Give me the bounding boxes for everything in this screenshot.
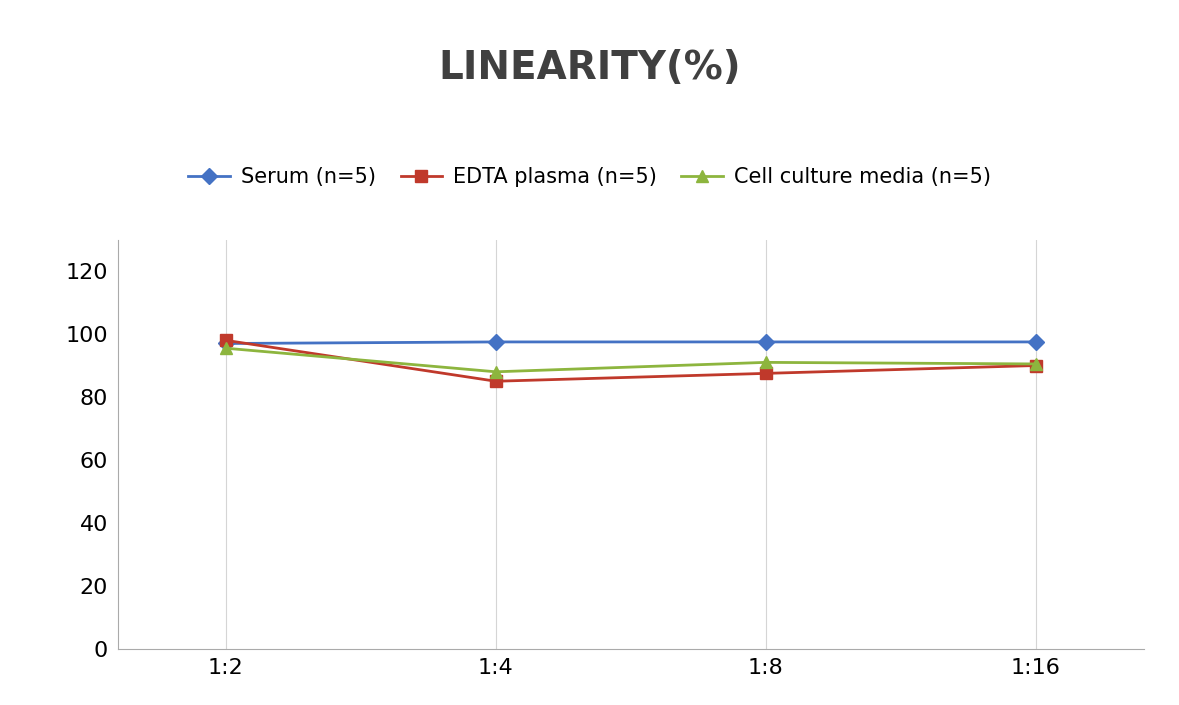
Line: EDTA plasma (n=5): EDTA plasma (n=5) [220, 335, 1041, 387]
Serum (n=5) [1028, 338, 1042, 346]
Serum (n=5) [219, 339, 233, 348]
Cell culture media (n=5) [219, 344, 233, 352]
Line: Serum (n=5): Serum (n=5) [220, 336, 1041, 349]
Cell culture media (n=5) [1028, 360, 1042, 368]
Cell culture media (n=5) [489, 367, 503, 376]
EDTA plasma (n=5) [219, 336, 233, 345]
Line: Cell culture media (n=5): Cell culture media (n=5) [220, 343, 1041, 377]
Legend: Serum (n=5), EDTA plasma (n=5), Cell culture media (n=5): Serum (n=5), EDTA plasma (n=5), Cell cul… [180, 159, 999, 195]
Cell culture media (n=5) [758, 358, 772, 367]
EDTA plasma (n=5) [758, 369, 772, 378]
Serum (n=5) [758, 338, 772, 346]
Serum (n=5) [489, 338, 503, 346]
EDTA plasma (n=5) [1028, 361, 1042, 369]
Text: LINEARITY(%): LINEARITY(%) [439, 49, 740, 87]
EDTA plasma (n=5) [489, 377, 503, 386]
